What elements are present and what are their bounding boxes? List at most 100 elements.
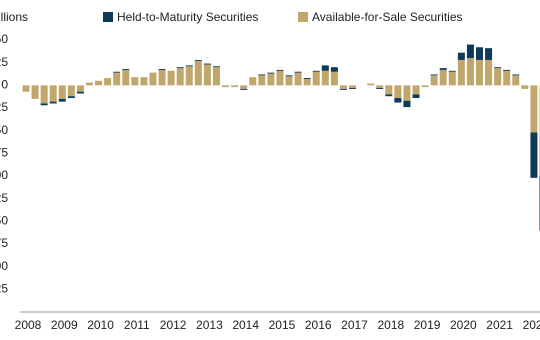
y-tick-label: -125 [0, 191, 8, 205]
bar-segment [76, 85, 84, 92]
bar-segment [276, 70, 284, 86]
x-tick-label: 2015 [269, 318, 296, 332]
bar-segment [176, 67, 184, 69]
bar-segment [122, 69, 130, 70]
bar-segment [131, 77, 139, 86]
bar-segment [466, 44, 474, 59]
bar-segment [321, 65, 329, 71]
bar-segment [330, 71, 338, 86]
bar-segment [149, 72, 157, 86]
bar-segment [439, 68, 447, 70]
bar-segment [448, 71, 456, 86]
bar-segment [194, 60, 202, 86]
bar-segment [530, 132, 538, 178]
bar-segment [67, 96, 75, 99]
bar-segment [403, 85, 411, 101]
bar-segment [49, 85, 57, 102]
x-tick-label: 2009 [51, 318, 78, 332]
bar-segment [95, 80, 103, 86]
bar-segment [240, 85, 248, 89]
bar-segment [312, 71, 320, 86]
x-tick-label: 2013 [196, 318, 223, 332]
bar-segment [503, 70, 511, 86]
x-tick-label: 2014 [232, 318, 259, 332]
bar-segment [430, 74, 438, 76]
bar-segment [403, 100, 411, 108]
bar-segment [494, 68, 502, 86]
x-tick-label: 2010 [87, 318, 114, 332]
y-tick-label: -175 [0, 236, 8, 250]
bar-segment [40, 85, 48, 104]
bar-segment [22, 85, 30, 92]
bar-segment [294, 71, 302, 73]
bar-segment [212, 67, 220, 86]
bar-segment [330, 67, 338, 72]
bar-segment [412, 94, 420, 99]
y-tick-label: -50 [0, 123, 8, 137]
bar-segment [85, 82, 93, 86]
bar-segment [512, 75, 520, 86]
y-tick-label: -200 [0, 259, 8, 273]
bar-segment [494, 67, 502, 69]
bar-segment [76, 91, 84, 94]
bar-segment [249, 77, 257, 86]
bar-segment [240, 88, 248, 90]
bar-segment [521, 85, 529, 89]
y-tick-label: 25 [0, 55, 8, 69]
bar-segment [303, 78, 311, 86]
legend-swatch [298, 12, 308, 22]
bar-segment [58, 85, 66, 99]
bar-segment [466, 58, 474, 86]
bar-segment [222, 85, 230, 88]
x-tick-label: 2016 [305, 318, 332, 332]
y-tick-label: 0 [1, 78, 8, 92]
bar-segment [194, 59, 202, 61]
bar-segment [185, 66, 193, 86]
y-tick-label: -75 [0, 146, 8, 160]
bar-segment [376, 88, 384, 89]
y-tick-label: -100 [0, 168, 8, 182]
bar-segment [349, 88, 357, 89]
y-axis-label: $ Billions [0, 10, 28, 24]
y-tick-label: -25 [0, 100, 8, 114]
bar-segment [448, 70, 456, 72]
bar-segment [321, 70, 329, 86]
bar-segment [49, 101, 57, 104]
bar-segment [439, 69, 447, 86]
bar-segment [412, 85, 420, 95]
bar-segment [457, 59, 465, 86]
bar-segment [339, 85, 347, 89]
bar-segment [312, 70, 320, 72]
x-tick-label: 2019 [414, 318, 441, 332]
bar-segment [485, 59, 493, 86]
bar-segment [476, 59, 483, 86]
y-tick-label: -225 [0, 282, 8, 296]
bar-segment [303, 78, 311, 79]
legend-swatch [103, 12, 113, 22]
bar-segment [394, 85, 402, 99]
bar-segment [476, 47, 483, 60]
bar-segment [276, 69, 284, 71]
legend-label: Held-to-Maturity Securities [117, 10, 258, 24]
bar-segment [512, 74, 520, 76]
x-tick-label: 2017 [341, 318, 368, 332]
bar-segment [267, 72, 275, 74]
bar-segment [140, 77, 148, 86]
bar-segment [122, 69, 130, 86]
bar-segment [285, 76, 293, 86]
bar-segment [176, 68, 184, 86]
x-tick-label: 2008 [15, 318, 42, 332]
bar-segment [158, 69, 166, 70]
bar-segment [385, 94, 393, 97]
bar-segment [339, 88, 347, 90]
bar-segment [167, 70, 175, 86]
bar-segment [530, 85, 538, 133]
bar-segment [58, 98, 66, 102]
legend: Held-to-Maturity Securities Available-for… [103, 10, 463, 24]
y-tick-label: -150 [0, 214, 8, 228]
bar-segment [285, 75, 293, 77]
bar-segment [212, 66, 220, 68]
x-tick-label: 2020 [450, 318, 477, 332]
bar-segment [421, 85, 429, 88]
